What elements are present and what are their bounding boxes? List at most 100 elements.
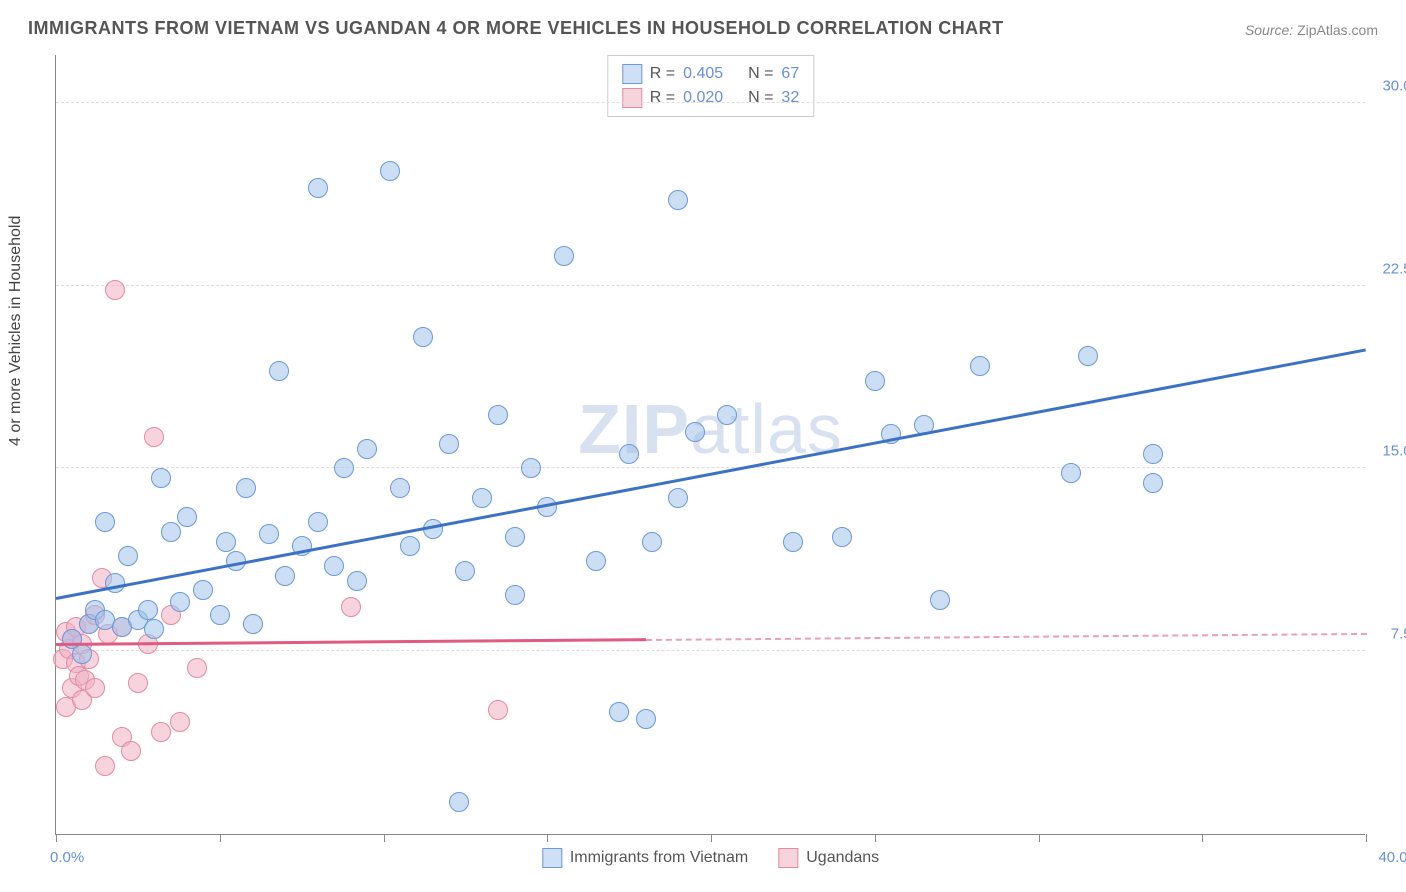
gridline-h — [56, 285, 1365, 286]
data-point-vietnam — [521, 458, 541, 478]
gridline-h — [56, 102, 1365, 103]
data-point-vietnam — [118, 546, 138, 566]
data-point-vietnam — [259, 524, 279, 544]
data-point-vietnam — [324, 556, 344, 576]
r-value: 0.020 — [683, 89, 723, 107]
data-point-vietnam — [210, 605, 230, 625]
trendline-ugandan-extrapolated — [645, 633, 1366, 641]
y-tick-label: 30.0% — [1382, 77, 1406, 94]
watermark-thin: atlas — [690, 390, 843, 468]
legend-item-ugandan: Ugandans — [778, 848, 879, 868]
legend-label: Ugandans — [806, 849, 879, 867]
data-point-vietnam — [609, 702, 629, 722]
r-label: R = — [650, 89, 675, 107]
data-point-vietnam — [347, 571, 367, 591]
data-point-ugandan — [128, 673, 148, 693]
data-point-vietnam — [970, 356, 990, 376]
data-point-vietnam — [642, 532, 662, 552]
source-label: Source: — [1245, 22, 1293, 38]
legend-item-vietnam: Immigrants from Vietnam — [542, 848, 748, 868]
scatter-plot-area: ZIPatlas R = 0.405 N = 67 R = 0.020 N = … — [55, 55, 1365, 835]
correlation-legend: R = 0.405 N = 67 R = 0.020 N = 32 — [607, 55, 814, 117]
data-point-vietnam — [505, 585, 525, 605]
data-point-vietnam — [1061, 463, 1081, 483]
data-point-vietnam — [269, 361, 289, 381]
y-tick-label: 15.0% — [1382, 443, 1406, 460]
legend-swatch — [778, 848, 798, 868]
r-value: 0.405 — [683, 65, 723, 83]
data-point-ugandan — [170, 712, 190, 732]
data-point-ugandan — [105, 280, 125, 300]
data-point-vietnam — [472, 488, 492, 508]
legend-row-ugandan: R = 0.020 N = 32 — [622, 86, 799, 110]
data-point-vietnam — [72, 644, 92, 664]
data-point-vietnam — [717, 405, 737, 425]
gridline-h — [56, 467, 1365, 468]
data-point-vietnam — [400, 536, 420, 556]
legend-label: Immigrants from Vietnam — [570, 849, 748, 867]
data-point-vietnam — [413, 327, 433, 347]
legend-swatch-vietnam — [622, 64, 642, 84]
data-point-vietnam — [308, 178, 328, 198]
data-point-vietnam — [505, 527, 525, 547]
x-tick — [56, 834, 57, 842]
x-tick — [547, 834, 548, 842]
data-point-vietnam — [334, 458, 354, 478]
series-legend: Immigrants from Vietnam Ugandans — [542, 848, 879, 868]
data-point-vietnam — [275, 566, 295, 586]
data-point-vietnam — [439, 434, 459, 454]
data-point-vietnam — [668, 488, 688, 508]
data-point-vietnam — [586, 551, 606, 571]
source-name: ZipAtlas.com — [1297, 22, 1378, 38]
data-point-vietnam — [619, 444, 639, 464]
data-point-vietnam — [243, 614, 263, 634]
n-value: 32 — [781, 89, 799, 107]
data-point-ugandan — [151, 722, 171, 742]
x-tick — [1366, 834, 1367, 842]
data-point-ugandan — [85, 678, 105, 698]
x-axis-label-right: 40.0% — [1378, 849, 1406, 866]
data-point-vietnam — [216, 532, 236, 552]
x-tick — [220, 834, 221, 842]
data-point-vietnam — [161, 522, 181, 542]
data-point-vietnam — [1143, 473, 1163, 493]
data-point-vietnam — [832, 527, 852, 547]
data-point-vietnam — [865, 371, 885, 391]
data-point-vietnam — [95, 512, 115, 532]
chart-title: IMMIGRANTS FROM VIETNAM VS UGANDAN 4 OR … — [28, 18, 1004, 39]
x-axis-label-left: 0.0% — [50, 849, 84, 866]
data-point-ugandan — [121, 741, 141, 761]
n-label: N = — [748, 65, 773, 83]
data-point-vietnam — [144, 619, 164, 639]
data-point-vietnam — [193, 580, 213, 600]
data-point-vietnam — [380, 161, 400, 181]
data-point-vietnam — [685, 422, 705, 442]
y-tick-label: 7.5% — [1391, 626, 1406, 643]
data-point-vietnam — [488, 405, 508, 425]
n-label: N = — [748, 89, 773, 107]
legend-row-vietnam: R = 0.405 N = 67 — [622, 62, 799, 86]
y-axis-title: 4 or more Vehicles in Household — [7, 216, 25, 446]
data-point-ugandan — [488, 700, 508, 720]
trendline-vietnam — [56, 348, 1367, 600]
x-tick — [875, 834, 876, 842]
legend-swatch-ugandan — [622, 88, 642, 108]
data-point-ugandan — [144, 427, 164, 447]
legend-swatch — [542, 848, 562, 868]
data-point-vietnam — [390, 478, 410, 498]
data-point-vietnam — [554, 246, 574, 266]
data-point-vietnam — [668, 190, 688, 210]
data-point-vietnam — [177, 507, 197, 527]
data-point-ugandan — [341, 597, 361, 617]
data-point-vietnam — [449, 792, 469, 812]
data-point-vietnam — [1078, 346, 1098, 366]
data-point-vietnam — [930, 590, 950, 610]
r-label: R = — [650, 65, 675, 83]
data-point-vietnam — [455, 561, 475, 581]
data-point-vietnam — [783, 532, 803, 552]
x-tick — [384, 834, 385, 842]
x-tick — [1039, 834, 1040, 842]
data-point-vietnam — [357, 439, 377, 459]
data-point-vietnam — [236, 478, 256, 498]
source-credit: Source: ZipAtlas.com — [1245, 22, 1378, 38]
